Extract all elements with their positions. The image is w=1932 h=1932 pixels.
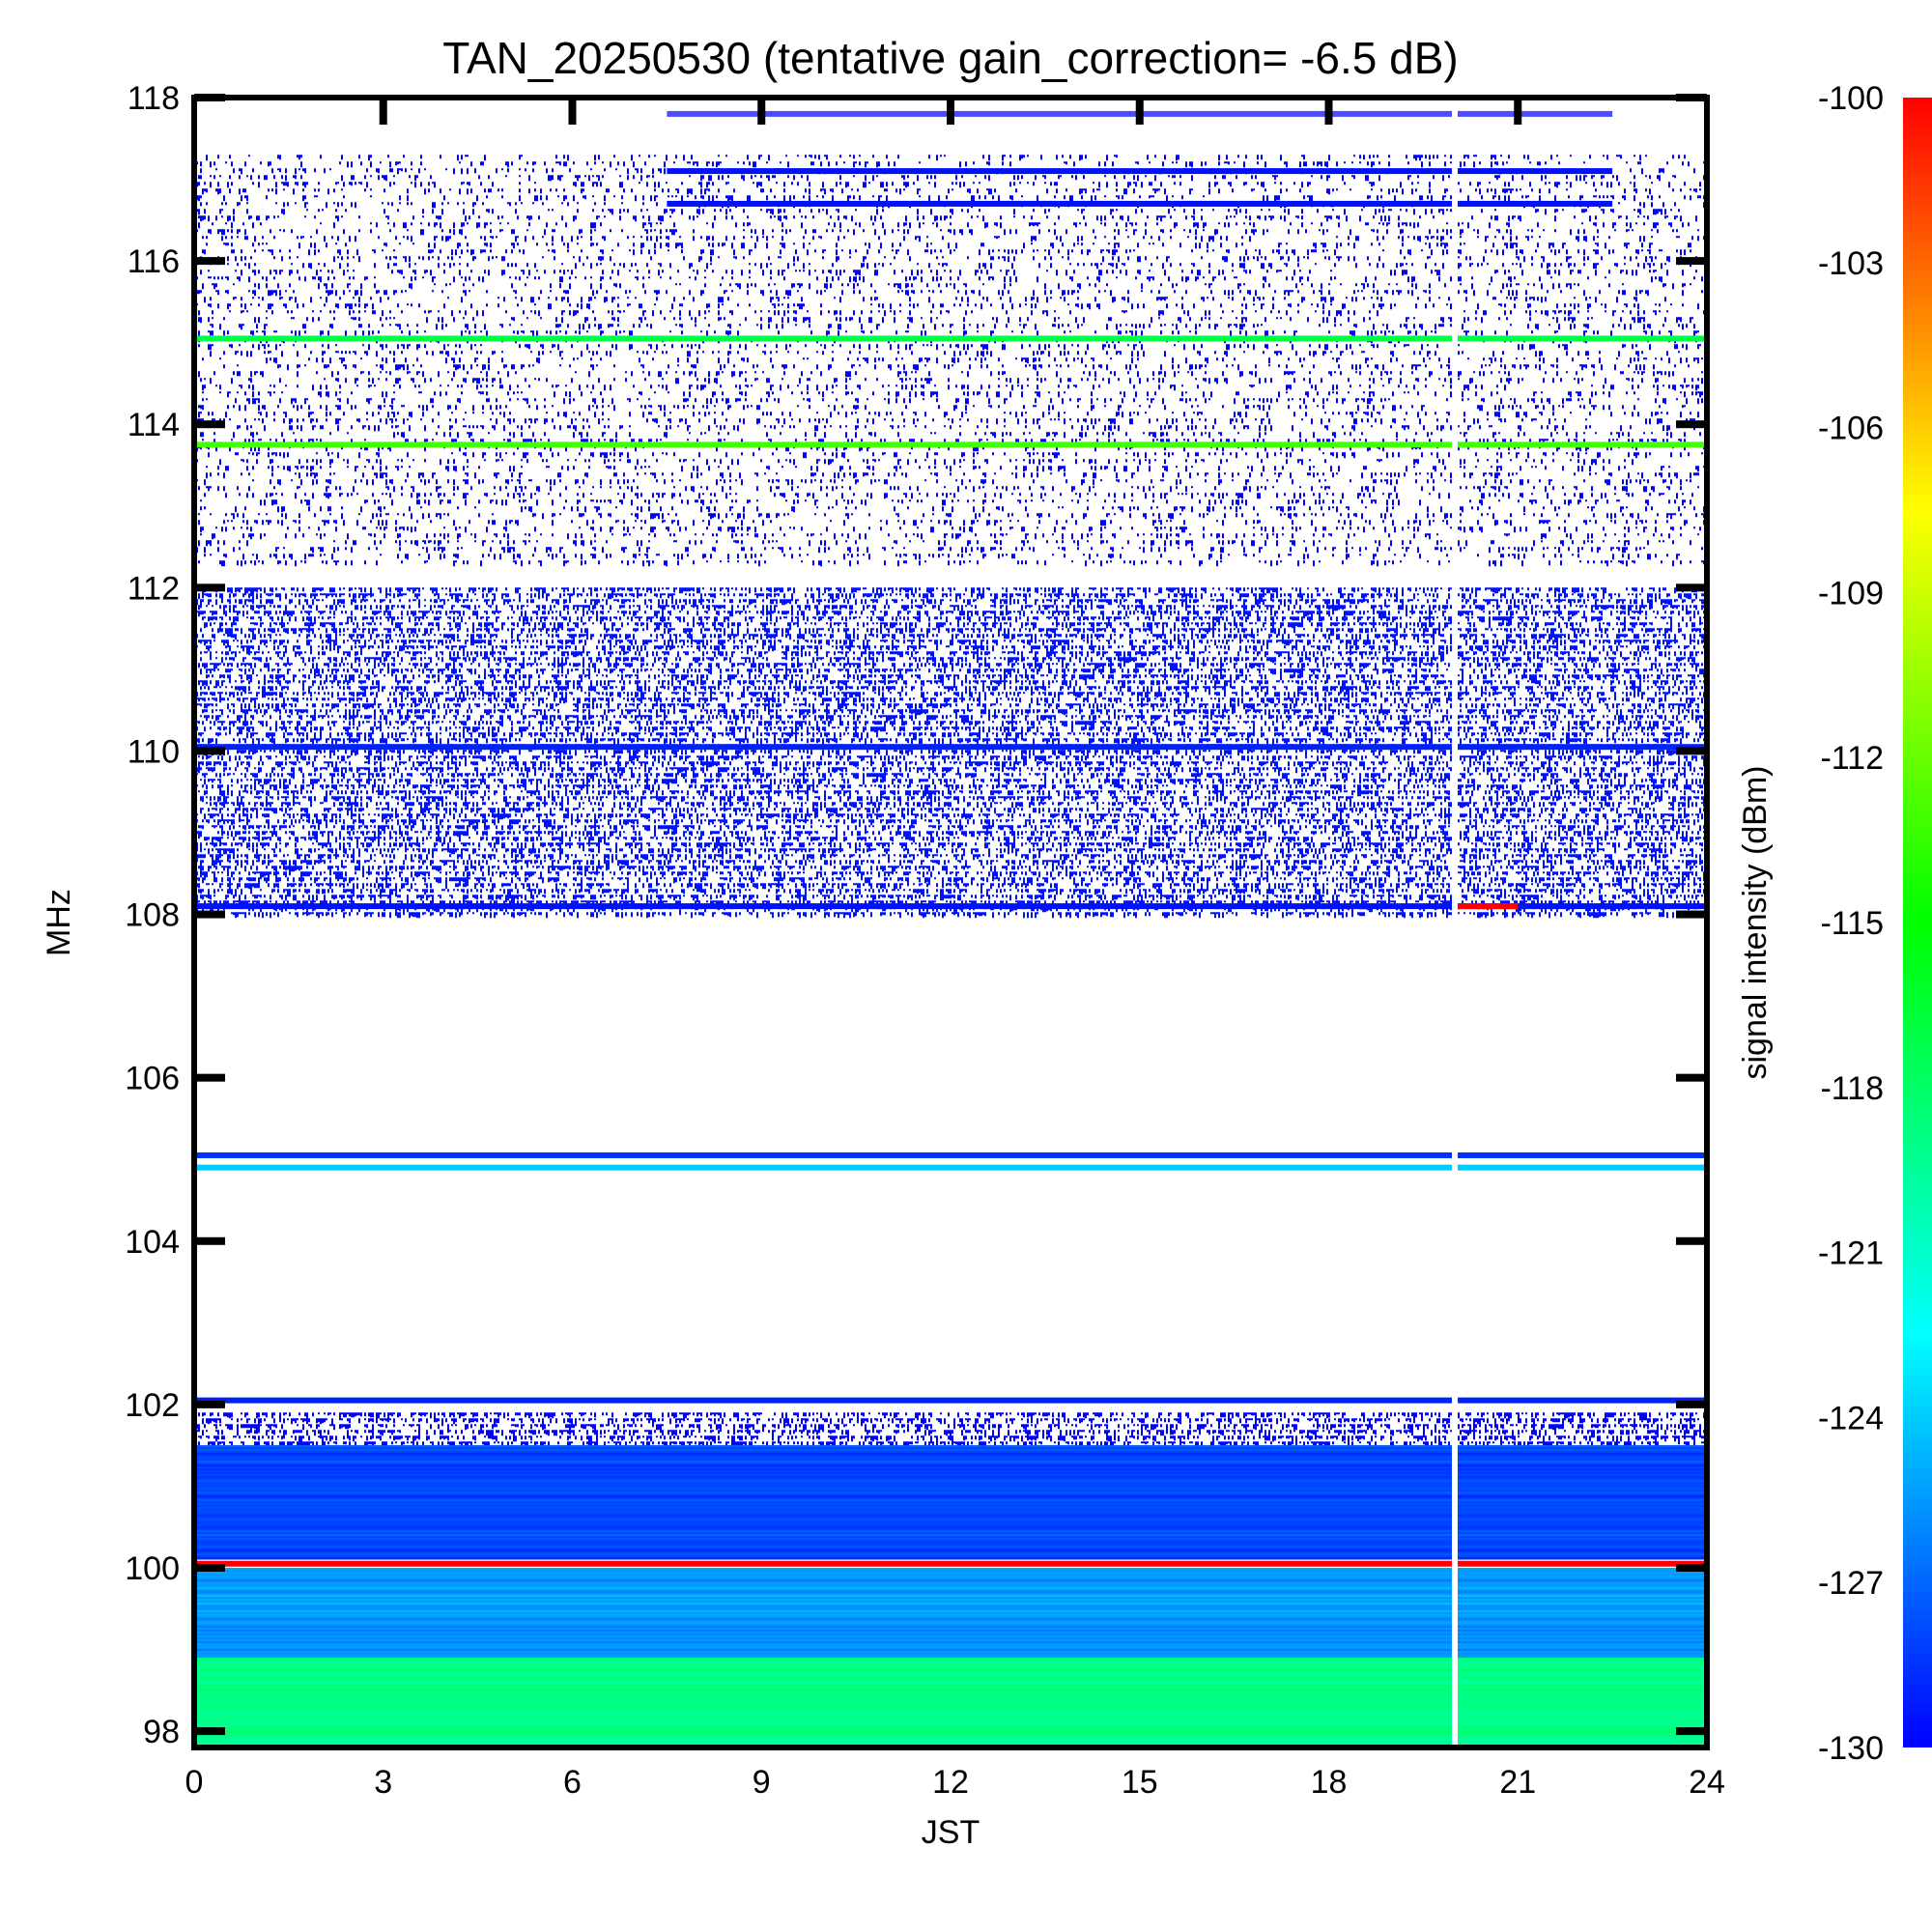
y-tick-label: 100 xyxy=(125,1550,180,1587)
y-tick-mark-left xyxy=(194,1727,225,1736)
colorbar-title: signal intensity (dBm) xyxy=(1737,765,1774,1079)
x-tick-label: 0 xyxy=(185,1764,204,1801)
x-tick-mark xyxy=(1135,98,1144,125)
signal-line-8 xyxy=(194,1151,1707,1158)
x-tick-label: 12 xyxy=(932,1764,969,1801)
y-tick-mark-right xyxy=(1676,257,1707,266)
y-tick-label: 114 xyxy=(128,407,180,443)
signal-line-9 xyxy=(194,1164,1707,1171)
y-tick-mark-left xyxy=(194,747,225,755)
y-tick-label: 110 xyxy=(128,733,180,770)
band-0 xyxy=(194,155,1707,567)
signal-line-2 xyxy=(667,200,1613,207)
signal-line-11 xyxy=(194,1560,1707,1567)
signal-line-5 xyxy=(194,744,1707,751)
y-axis-title: MHz xyxy=(41,889,77,956)
signal-line-4 xyxy=(194,441,1707,448)
colorbar-tick-label: -130 xyxy=(1818,1730,1884,1767)
x-tick-mark xyxy=(568,98,577,125)
y-tick-label: 106 xyxy=(125,1061,180,1097)
x-tick-label: 6 xyxy=(563,1764,582,1801)
signal-line-7 xyxy=(1455,903,1519,910)
colorbar-tick-label: -106 xyxy=(1818,411,1884,447)
colorbar-tick-label: -100 xyxy=(1818,80,1884,117)
y-tick-mark-left xyxy=(194,257,225,266)
y-tick-mark-left xyxy=(194,583,225,592)
colorbar-tick-label: -109 xyxy=(1818,575,1884,611)
band-1 xyxy=(194,587,1707,919)
data-gap xyxy=(1452,98,1458,1747)
x-tick-mark xyxy=(947,98,954,125)
y-tick-label: 112 xyxy=(128,570,180,607)
colorbar-tick-label: -127 xyxy=(1818,1565,1884,1602)
x-tick-label: 9 xyxy=(753,1764,771,1801)
signal-line-10 xyxy=(194,1397,1707,1404)
x-axis-title: JST xyxy=(922,1814,980,1851)
band-3 xyxy=(194,1445,1707,1560)
signal-line-6 xyxy=(194,903,1707,910)
band-4 xyxy=(194,1567,1707,1659)
x-tick-mark xyxy=(379,98,387,125)
colorbar-tick-label: -124 xyxy=(1818,1400,1884,1436)
y-tick-mark-right xyxy=(1676,747,1707,755)
y-tick-mark-left xyxy=(194,1563,225,1572)
chart-title: TAN_20250530 (tentative gain_correction=… xyxy=(442,33,1458,83)
y-tick-mark-right xyxy=(1676,910,1707,919)
y-tick-mark-right xyxy=(1676,1236,1707,1245)
y-tick-label: 108 xyxy=(125,897,180,934)
colorbar xyxy=(1903,98,1932,1747)
colorbar-tick-label: -112 xyxy=(1820,740,1884,777)
x-axis: 0 3 6 9 12 15 18 21 24 xyxy=(185,98,1725,1801)
y-tick-mark-left xyxy=(194,1073,225,1082)
x-tick-label: 21 xyxy=(1499,1764,1536,1801)
band-5 xyxy=(194,1657,1707,1747)
x-tick-label: 15 xyxy=(1122,1764,1158,1801)
y-tick-mark-right xyxy=(1676,1073,1707,1082)
y-tick-mark-left xyxy=(194,1236,225,1245)
x-tick-label: 3 xyxy=(374,1764,392,1801)
y-tick-mark-left xyxy=(194,94,225,101)
x-tick-label: 24 xyxy=(1689,1764,1725,1801)
x-tick-mark xyxy=(1324,98,1333,125)
y-tick-mark-right xyxy=(1676,420,1707,429)
y-tick-mark-right xyxy=(1676,94,1707,101)
colorbar-tick-label: -103 xyxy=(1818,245,1884,282)
y-tick-mark-left xyxy=(194,420,225,429)
x-tick-mark xyxy=(1514,98,1522,125)
x-tick-mark xyxy=(757,98,766,125)
y-axis: 98 100 102 104 106 108 110 112 114 116 118 xyxy=(125,80,1707,1750)
colorbar-tick-label: -118 xyxy=(1820,1070,1884,1107)
y-tick-mark-right xyxy=(1676,583,1707,592)
signal-line-3 xyxy=(194,335,1707,342)
y-tick-mark-right xyxy=(1676,1400,1707,1408)
y-tick-mark-left xyxy=(194,910,225,919)
signal-line-1 xyxy=(667,168,1613,175)
band-2 xyxy=(194,1412,1707,1448)
y-tick-mark-right xyxy=(1676,1563,1707,1572)
colorbar-tick-label: -121 xyxy=(1818,1236,1884,1272)
plot-area xyxy=(194,98,1707,1747)
y-tick-mark-left xyxy=(194,1400,225,1408)
y-tick-label: 104 xyxy=(125,1224,180,1261)
y-tick-label: 118 xyxy=(128,80,180,117)
colorbar-axis: -100 -103 -106 -109 -112 -115 -118 -121 -124 -127… xyxy=(1818,80,1884,1767)
x-tick-label: 18 xyxy=(1311,1764,1348,1801)
y-tick-label: 116 xyxy=(128,243,180,280)
y-tick-label: 102 xyxy=(125,1387,180,1424)
colorbar-tick-label: -115 xyxy=(1820,905,1884,942)
y-tick-mark-right xyxy=(1676,1727,1707,1736)
y-tick-label: 98 xyxy=(143,1714,180,1750)
